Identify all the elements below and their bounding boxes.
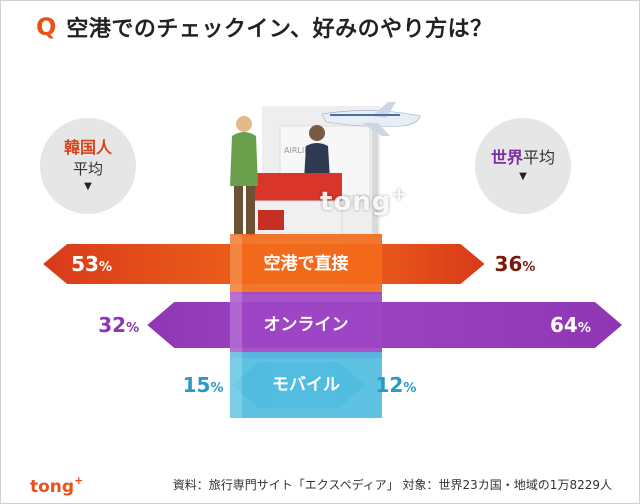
value-left-1: 32%	[98, 313, 140, 337]
category-label-2: モバイル	[272, 375, 340, 395]
page-title: Q 空港でのチェックイン、好みのやり方は？	[36, 10, 493, 44]
value-left-0: 53%	[71, 252, 112, 276]
legend-world-name: 世界	[490, 148, 523, 167]
logo-plus: +	[74, 474, 84, 487]
watermark: tong+	[320, 184, 408, 217]
legend-korea-bubble: 韓国人 平均 ▼	[40, 118, 136, 214]
category-band-shine-1	[230, 292, 242, 358]
category-band-0	[230, 234, 382, 294]
category-band-shine-2	[230, 352, 242, 418]
value-right-1: 64%	[550, 313, 591, 337]
source-note: 資料：旅行専門サイト「エクスペディア」 対象：世界23カ国・地域の1万8229人	[172, 478, 612, 492]
watermark-text: tong	[320, 187, 392, 217]
watermark-plus: +	[391, 184, 408, 205]
value-right-0: 36%	[494, 252, 536, 276]
legend-world-line: 世界平均	[491, 147, 555, 169]
illus-counter	[252, 173, 342, 201]
airplane-icon	[321, 102, 421, 136]
category-band-2	[230, 352, 382, 418]
legend-korea-arrow-icon: ▼	[84, 181, 92, 192]
airport-checkin-illustration: AIRLINES	[230, 102, 421, 240]
value-right-2: 12%	[375, 373, 417, 397]
title-text: 空港でのチェックイン、好みのやり方は？	[66, 17, 493, 42]
category-label-1: オンライン	[263, 315, 349, 335]
legend-korea-name: 韓国人	[63, 138, 112, 157]
tong-logo: tong+	[30, 474, 83, 497]
bar-right-1	[306, 302, 622, 348]
legend-korea-sub: 平均	[72, 160, 103, 178]
category-band-shine-0	[230, 234, 242, 294]
legend-world-bubble: 世界平均 ▼	[475, 118, 571, 214]
logo-text: tong	[30, 477, 75, 497]
illus-sign-text: AIRLINES	[284, 146, 320, 155]
value-left-2: 15%	[182, 373, 224, 397]
category-label-0: 空港で直接	[263, 254, 349, 274]
legend-world-sub: 平均	[523, 148, 556, 167]
category-band-1	[230, 292, 382, 358]
title-q-mark: Q	[36, 13, 57, 41]
legend-world-arrow-icon: ▼	[519, 171, 527, 182]
